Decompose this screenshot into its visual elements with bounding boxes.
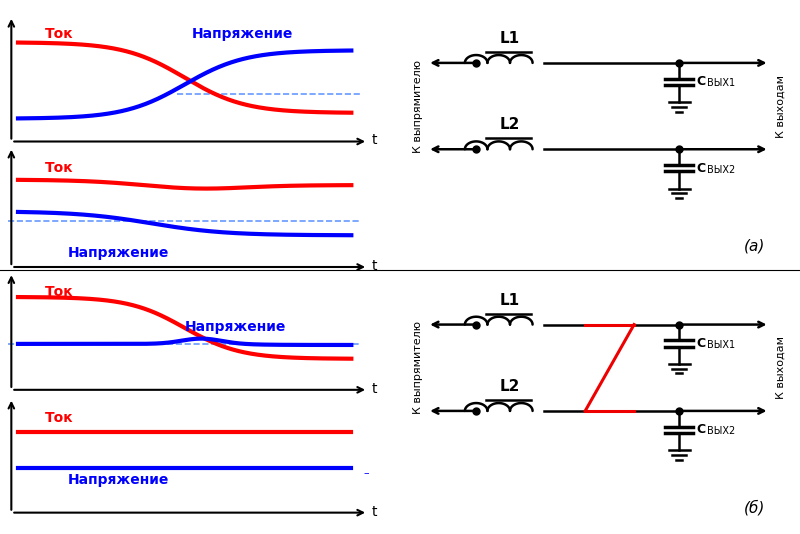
Text: К выпрямителю: К выпрямителю [413,321,423,414]
Text: С: С [696,75,706,88]
Text: Ток: Ток [45,411,74,425]
Text: t: t [371,259,377,273]
Text: (б): (б) [744,500,766,516]
Text: ВЫХ1: ВЫХ1 [707,78,735,88]
Text: К выходам: К выходам [776,336,786,399]
Text: L1: L1 [500,31,520,46]
Text: К выпрямителю: К выпрямителю [413,60,423,153]
Text: С: С [696,162,706,175]
Text: Напряжение: Напряжение [68,246,170,260]
Text: С: С [696,423,706,436]
Text: Напряжение: Напряжение [191,27,293,41]
Text: Ток: Ток [45,27,74,41]
Text: ВЫХ1: ВЫХ1 [707,340,735,350]
Text: t: t [371,505,377,519]
Text: (а): (а) [744,239,766,254]
Text: –: – [363,468,369,478]
Text: Напряжение: Напряжение [68,474,170,488]
Text: ВЫХ2: ВЫХ2 [707,164,736,175]
Text: Ток: Ток [45,161,74,175]
Text: L2: L2 [500,117,520,132]
Text: t: t [371,382,377,396]
Text: ВЫХ2: ВЫХ2 [707,426,736,436]
Text: Напряжение: Напряжение [185,320,286,334]
Text: L1: L1 [500,293,520,308]
Text: t: t [371,134,377,147]
Text: К выходам: К выходам [776,75,786,138]
Text: Ток: Ток [45,285,74,299]
Text: L2: L2 [500,379,520,394]
Text: С: С [696,337,706,350]
